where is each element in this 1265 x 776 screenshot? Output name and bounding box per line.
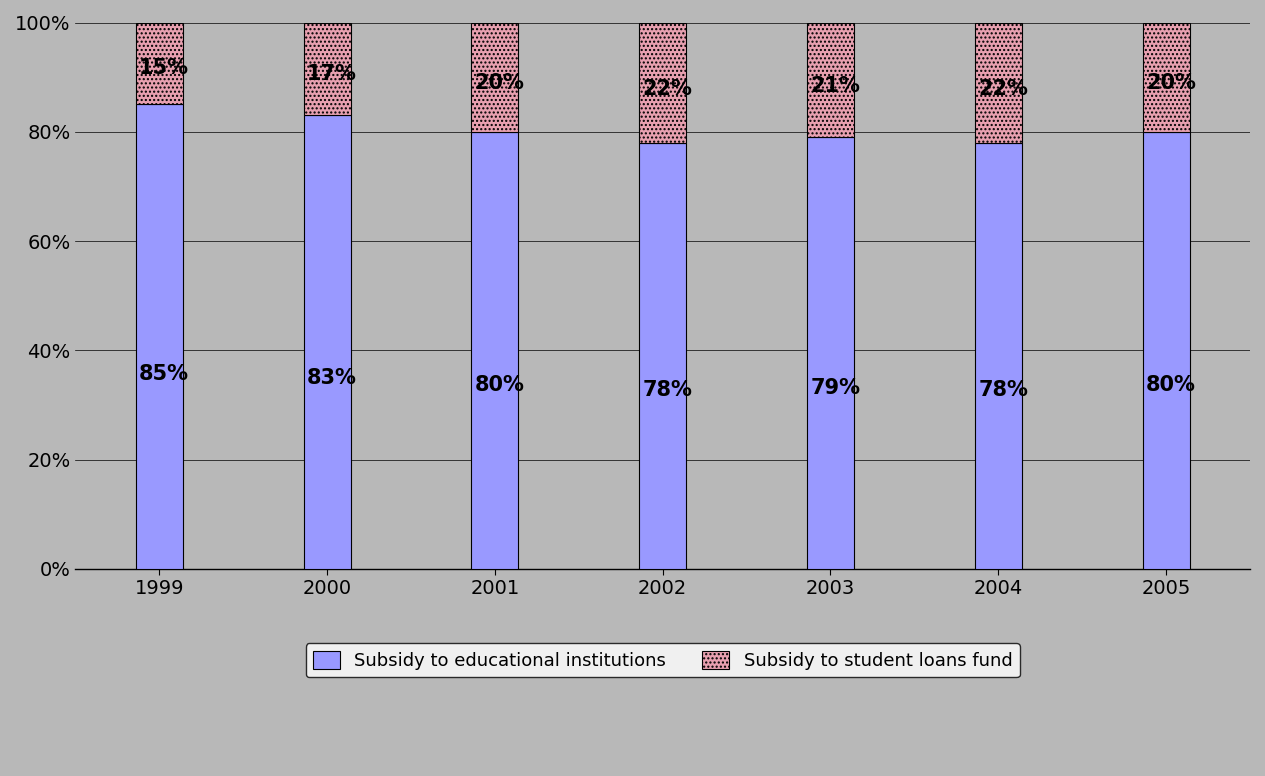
Bar: [1142, 23, 1189, 132]
Bar: [975, 143, 1022, 569]
Text: 20%: 20%: [474, 73, 525, 92]
Legend: Subsidy to educational institutions, Subsidy to student loans fund: Subsidy to educational institutions, Sub…: [306, 643, 1020, 677]
Text: 83%: 83%: [307, 369, 357, 389]
Bar: [472, 132, 519, 569]
Text: 78%: 78%: [978, 380, 1028, 400]
Text: 85%: 85%: [139, 364, 190, 384]
Bar: [975, 23, 1022, 143]
Bar: [135, 23, 182, 105]
Bar: [304, 116, 350, 569]
Bar: [135, 105, 182, 569]
Text: 80%: 80%: [474, 376, 525, 395]
Bar: [639, 143, 686, 569]
Bar: [807, 137, 854, 569]
Bar: [472, 23, 519, 132]
Text: 79%: 79%: [811, 378, 860, 397]
Bar: [639, 23, 686, 143]
Bar: [304, 23, 350, 116]
Bar: [1142, 132, 1189, 569]
Bar: [807, 23, 854, 137]
Text: 80%: 80%: [1146, 376, 1195, 395]
Text: 21%: 21%: [811, 75, 860, 95]
Text: 17%: 17%: [307, 64, 357, 84]
Text: 22%: 22%: [643, 78, 692, 99]
Text: 20%: 20%: [1146, 73, 1195, 92]
Text: 15%: 15%: [139, 57, 190, 78]
Text: 22%: 22%: [978, 78, 1028, 99]
Text: 78%: 78%: [643, 380, 692, 400]
